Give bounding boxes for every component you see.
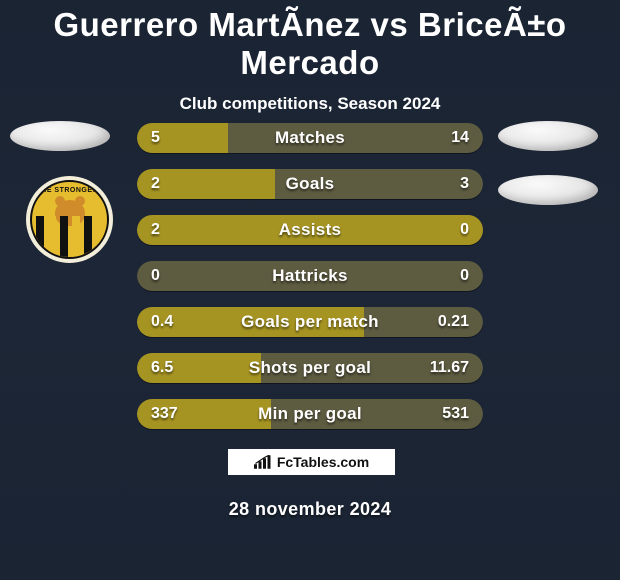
- stat-label: Goals per match: [137, 307, 483, 337]
- player-right-avatar-placeholder: [498, 121, 598, 151]
- stats-bar-chart: 514Matches 23Goals 20Assists 00Hattricks 0.4…: [137, 123, 483, 429]
- player-right-club-placeholder: [498, 175, 598, 205]
- stat-row: 337531Min per goal: [137, 399, 483, 429]
- comparison-date: 28 november 2024: [0, 499, 620, 520]
- player-left-avatar-placeholder: [10, 121, 110, 151]
- stat-label: Goals: [137, 169, 483, 199]
- stat-row: 0.40.21Goals per match: [137, 307, 483, 337]
- player-left-club-badge: HE STRONGES: [26, 176, 113, 263]
- stat-row: 23Goals: [137, 169, 483, 199]
- stat-row: 00Hattricks: [137, 261, 483, 291]
- club-badge-strongest: HE STRONGES: [30, 180, 109, 259]
- page-title: Guerrero MartÃ­nez vs BriceÃ±o Mercado: [0, 0, 620, 82]
- stat-label: Hattricks: [137, 261, 483, 291]
- stat-label: Matches: [137, 123, 483, 153]
- stat-label: Min per goal: [137, 399, 483, 429]
- stat-row: 20Assists: [137, 215, 483, 245]
- club-badge-text: HE STRONGES: [41, 187, 97, 194]
- stat-label: Shots per goal: [137, 353, 483, 383]
- club-badge-stripes: [32, 216, 107, 257]
- page-subtitle: Club competitions, Season 2024: [0, 94, 620, 114]
- fctables-logo[interactable]: FcTables.com: [228, 449, 395, 475]
- fctables-logo-text: FcTables.com: [277, 454, 369, 470]
- stat-label: Assists: [137, 215, 483, 245]
- stat-row: 514Matches: [137, 123, 483, 153]
- stat-row: 6.511.67Shots per goal: [137, 353, 483, 383]
- bar-chart-icon: [254, 455, 272, 469]
